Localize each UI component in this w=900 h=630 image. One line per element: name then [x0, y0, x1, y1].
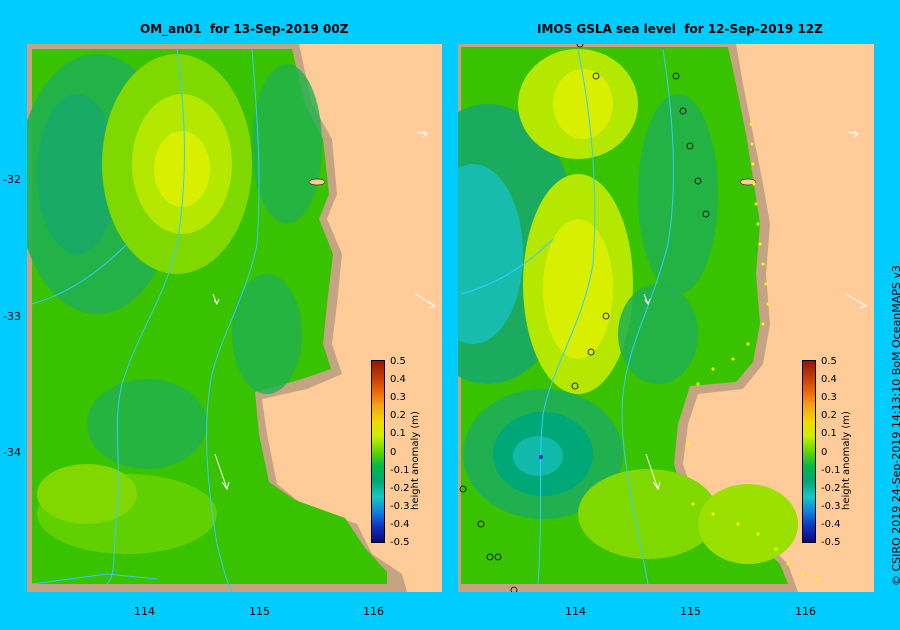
y-tick-label: -34 — [3, 446, 21, 459]
colorbar-tick-label: 0.3 — [821, 392, 837, 404]
colorbar-tick-label: 0.5 — [390, 356, 406, 367]
colorbar-tick-label: -0.5 — [821, 537, 841, 548]
colorbar-tick-label: 0.2 — [390, 410, 406, 422]
x-tick-label: 114 — [134, 605, 155, 618]
colorbar-tick-label: -0.3 — [390, 500, 410, 512]
colorbar-tick-label: -0.2 — [390, 482, 410, 494]
colorbar-tick-label: 0.4 — [821, 374, 837, 386]
x-tick-label: 114 — [565, 605, 586, 618]
left-sea-level-map — [27, 44, 442, 592]
x-tick-label: 116 — [795, 605, 816, 618]
left-colorbar-gradient — [372, 361, 384, 542]
colorbar-tick-label: -0.3 — [821, 500, 841, 512]
right-colorbar-gradient — [803, 361, 815, 542]
left-map-panel — [27, 44, 442, 592]
y-tick-label: -33 — [3, 310, 21, 323]
colorbar-tick-label: 0.4 — [390, 374, 406, 386]
x-tick-label: 115 — [680, 605, 701, 618]
x-tick-label: 116 — [363, 605, 384, 618]
right-colorbar-title: height anomaly (m) — [841, 411, 852, 510]
colorbar-tick-label: 0.3 — [390, 392, 406, 404]
right-sea-level-map — [458, 44, 874, 592]
colorbar-tick-label: -0.2 — [821, 482, 841, 494]
x-tick-label: 115 — [249, 605, 270, 618]
colorbar-tick-label: 0.2 — [821, 410, 837, 422]
y-tick-label: -32 — [3, 173, 21, 186]
colorbar-tick-label: 0.5 — [821, 356, 837, 367]
colorbar-tick-label: -0.4 — [821, 518, 841, 530]
credit-text: © CSIRO 2019 24-Sep-2019 14:13:10 BoM Oc… — [890, 265, 900, 586]
colorbar-tick-label: -0.1 — [390, 464, 410, 476]
colorbar-tick-label: -0.4 — [390, 518, 410, 530]
colorbar-tick-label: 0 — [821, 446, 828, 458]
colorbar-tick-label: -0.1 — [821, 464, 841, 476]
colorbar-tick-label: 0.1 — [390, 428, 406, 440]
right-map-title: IMOS GSLA sea level for 12-Sep-2019 12Z — [537, 22, 823, 36]
colorbar-tick-label: -0.5 — [390, 537, 410, 548]
left-colorbar-title: height anomaly (m) — [410, 411, 421, 510]
colorbar-tick-label: 0.1 — [821, 428, 837, 440]
colorbar-tick-label: 0 — [390, 446, 397, 458]
left-map-title: OM_an01 for 13-Sep-2019 00Z — [140, 22, 349, 36]
